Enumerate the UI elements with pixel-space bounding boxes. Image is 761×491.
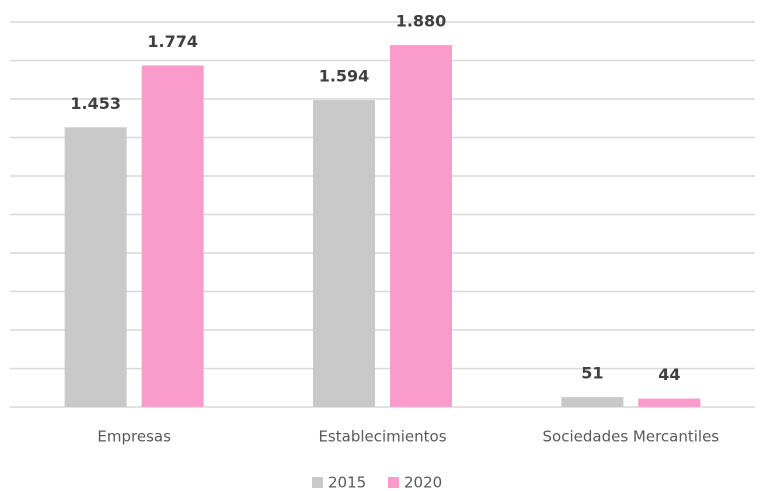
bar — [141, 65, 204, 407]
bar — [638, 398, 701, 407]
data-label: 51 — [581, 364, 603, 383]
data-label: 1.453 — [70, 94, 121, 113]
legend-label: 2020 — [404, 474, 442, 491]
legend-label: 2015 — [328, 474, 366, 491]
x-tick-label: Empresas — [97, 428, 171, 446]
data-label: 1.594 — [319, 67, 370, 86]
data-label: 1.774 — [147, 32, 198, 51]
bar — [64, 127, 127, 408]
data-label: 44 — [658, 365, 680, 384]
x-tick-label: Sociedades Mercantiles — [543, 428, 720, 446]
bar — [561, 397, 624, 407]
legend-swatch — [312, 477, 323, 488]
x-tick-label: Establecimientos — [318, 428, 446, 446]
data-label: 1.880 — [396, 12, 447, 31]
bar — [313, 100, 375, 407]
bar — [390, 45, 452, 407]
legend-swatch — [388, 477, 399, 488]
